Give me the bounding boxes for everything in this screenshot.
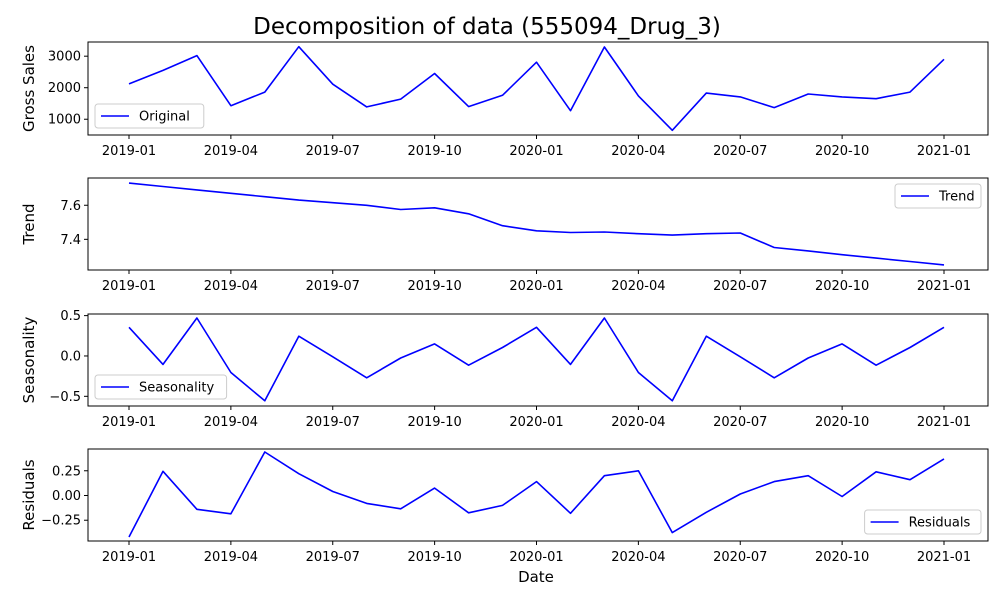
x-tick-label: 2019-04: [204, 550, 258, 565]
legend: Original: [94, 103, 205, 129]
x-tick-label: 2020-07: [713, 415, 767, 430]
x-tick-label: 2020-04: [611, 415, 665, 430]
axes-frame: [87, 313, 989, 407]
y-tick-label: 2000: [48, 81, 81, 96]
subplot-4: −0.25 0.00 0.25 2019-01 2019-04 2019-07 2019-1…: [20, 448, 989, 565]
x-tick-label: 2020-10: [815, 415, 869, 430]
legend-label: Seasonality: [139, 381, 214, 396]
x-tick-label: 2020-01: [509, 279, 563, 294]
x-tick-label: 2019-04: [204, 279, 258, 294]
x-tick-label: 2019-04: [204, 144, 258, 159]
x-tick-label: 2020-01: [509, 550, 563, 565]
x-tick-label: 2019-07: [306, 415, 360, 430]
x-tick-label: 2019-10: [407, 415, 461, 430]
legend: Residuals: [864, 509, 982, 535]
y-axis-label: Trend: [20, 203, 38, 245]
series-line-residuals: [128, 451, 945, 538]
y-tick-label: 0.00: [52, 489, 81, 504]
subplot-2: 7.4 7.6 2019-01 2019-04 2019-07 2019-10 2020-0…: [20, 177, 989, 294]
x-axis-label: Date: [518, 568, 554, 586]
y-tick-label: −0.25: [41, 514, 81, 529]
x-tick-label: 2020-07: [713, 550, 767, 565]
series-line-trend: [128, 182, 945, 266]
x-tick-label: 2020-04: [611, 144, 665, 159]
y-axis-label: Seasonality: [20, 317, 38, 404]
legend-box: [894, 183, 982, 209]
y-tick-label: 7.4: [60, 233, 81, 248]
axes-frame: [87, 448, 989, 542]
legend-box: [864, 509, 982, 535]
x-tick-label: 2019-07: [306, 144, 360, 159]
x-tick-label: 2019-10: [407, 279, 461, 294]
y-tick-label: 0.0: [60, 349, 81, 364]
x-tick-label: 2020-07: [713, 279, 767, 294]
x-tick-label: 2021-01: [917, 550, 971, 565]
y-tick-label: −0.5: [49, 390, 81, 405]
x-tick-label: 2019-10: [407, 144, 461, 159]
legend: Seasonality: [94, 374, 228, 400]
y-axis-label: Gross Sales: [20, 45, 38, 132]
x-tick-label: 2021-01: [917, 144, 971, 159]
legend-label: Trend: [938, 190, 975, 205]
x-tick-label: 2020-10: [815, 550, 869, 565]
y-tick-label: 0.5: [60, 309, 81, 324]
x-tick-label: 2019-01: [102, 279, 156, 294]
x-tick-label: 2019-01: [102, 415, 156, 430]
x-tick-label: 2019-07: [306, 550, 360, 565]
x-tick-label: 2019-10: [407, 550, 461, 565]
x-tick-label: 2020-04: [611, 279, 665, 294]
legend-box: [94, 103, 205, 129]
x-tick-label: 2019-07: [306, 279, 360, 294]
x-tick-label: 2021-01: [917, 279, 971, 294]
x-tick-label: 2019-01: [102, 144, 156, 159]
legend-box: [94, 374, 228, 400]
y-tick-label: 1000: [48, 113, 81, 128]
subplot-3: −0.5 0.0 0.5 2019-01 2019-04 2019-07 2019-10 20…: [20, 309, 989, 430]
x-tick-label: 2020-01: [509, 144, 563, 159]
legend-label: Residuals: [909, 516, 971, 531]
axes-frame: [87, 177, 989, 271]
x-tick-label: 2020-01: [509, 415, 563, 430]
x-tick-label: 2020-10: [815, 144, 869, 159]
y-tick-label: 7.6: [60, 199, 81, 214]
y-tick-label: 0.25: [52, 464, 81, 479]
legend: Trend: [894, 183, 982, 209]
y-axis-label: Residuals: [20, 459, 38, 530]
x-tick-label: 2020-04: [611, 550, 665, 565]
subplot-1: 1000 2000 3000 2019-01 2019-04 2019-07 2019-10…: [20, 41, 989, 159]
series-line-original: [128, 45, 945, 132]
x-tick-label: 2019-01: [102, 550, 156, 565]
x-tick-label: 2020-07: [713, 144, 767, 159]
x-tick-label: 2020-10: [815, 279, 869, 294]
axes-frame: [87, 41, 989, 136]
x-tick-label: 2019-04: [204, 415, 258, 430]
legend-label: Original: [139, 110, 190, 125]
x-tick-label: 2021-01: [917, 415, 971, 430]
subplot-panels: 1000 2000 3000 2019-01 2019-04 2019-07 2019-10…: [20, 41, 989, 565]
chart-title: Decomposition of data (555094_Drug_3): [253, 14, 721, 40]
y-tick-label: 3000: [48, 50, 81, 65]
series-line-seasonality: [128, 317, 945, 402]
